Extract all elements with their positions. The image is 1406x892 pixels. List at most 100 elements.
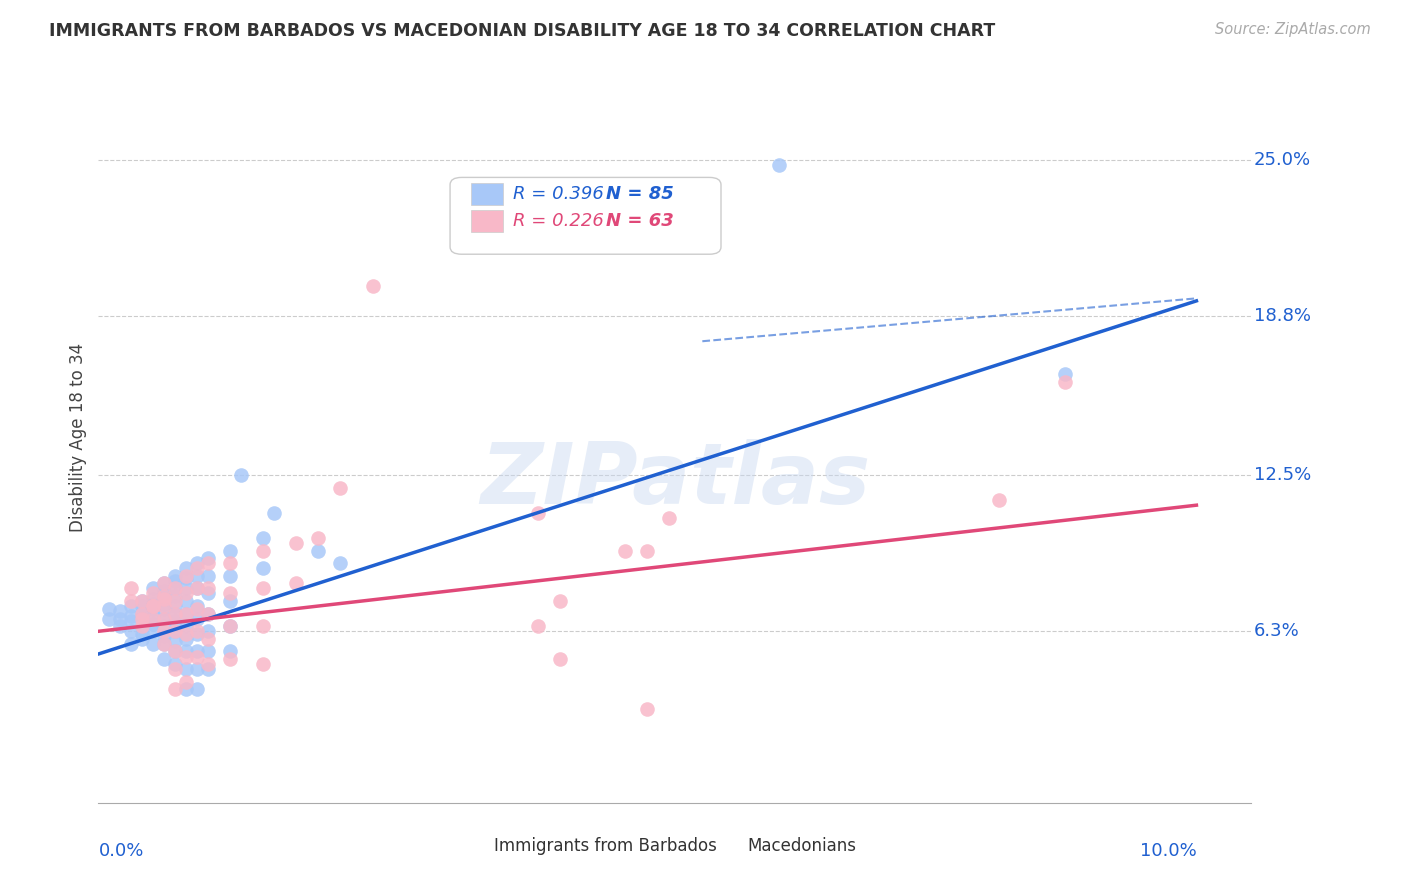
Point [197,644,219,658]
Point [174,644,197,658]
Point [658,510,681,524]
Text: N = 63: N = 63 [606,212,673,230]
Point [153,637,176,651]
Point [142,597,165,611]
Point [131,599,153,613]
Point [120,637,142,651]
Point [197,586,219,600]
Bar [444,838,482,854]
Point [252,531,274,545]
Point [165,589,187,603]
Point [174,594,197,608]
Point [165,582,187,596]
Point [110,612,132,626]
Point [219,644,242,658]
Point [131,619,153,633]
Point [120,624,142,639]
Point [219,543,242,558]
Text: 0.0%: 0.0% [98,842,143,860]
Point [219,556,242,570]
Point [186,649,208,664]
Point [285,536,308,550]
Text: 12.5%: 12.5% [1254,466,1310,484]
Point [153,591,176,606]
Point [231,467,253,482]
Point [153,619,176,633]
Point [165,682,187,697]
Point [174,674,197,689]
Point [186,561,208,575]
Point [186,569,208,583]
Point [131,632,153,646]
Text: Macedonians: Macedonians [748,837,856,855]
Point [131,607,153,621]
Point [153,612,176,626]
Point [186,582,208,596]
Point [252,582,274,596]
Point [987,493,1010,508]
Point [98,601,121,615]
Point [142,599,165,613]
Point [197,607,219,621]
Point [153,589,176,603]
Point [131,594,153,608]
Point [165,634,187,648]
Point [252,619,274,633]
Point [165,624,187,639]
Point [153,576,176,591]
Point [186,627,208,641]
FancyBboxPatch shape [450,178,721,254]
Point [142,616,165,631]
Point [120,609,142,624]
Text: Source: ZipAtlas.com: Source: ZipAtlas.com [1215,22,1371,37]
Point [142,624,165,639]
Point [165,574,187,588]
Point [614,543,637,558]
Point [142,586,165,600]
Bar [471,211,503,232]
Point [186,624,208,639]
Point [165,657,187,671]
Point [153,583,176,598]
Point [174,627,197,641]
Point [131,612,153,626]
Point [153,589,176,603]
Point [142,612,165,626]
Point [252,657,274,671]
Point [219,619,242,633]
Text: IMMIGRANTS FROM BARBADOS VS MACEDONIAN DISABILITY AGE 18 TO 34 CORRELATION CHART: IMMIGRANTS FROM BARBADOS VS MACEDONIAN D… [49,22,995,40]
Point [165,607,187,621]
Text: 6.3%: 6.3% [1254,623,1299,640]
Point [526,506,548,520]
Text: R = 0.396: R = 0.396 [513,186,605,203]
Point [197,582,219,596]
Text: 18.8%: 18.8% [1254,307,1310,325]
Point [165,644,187,658]
Point [120,594,142,608]
Y-axis label: Disability Age 18 to 34: Disability Age 18 to 34 [69,343,87,532]
Point [252,561,274,575]
Point [174,586,197,600]
Point [197,607,219,621]
Point [174,662,197,676]
Point [548,652,571,666]
Point [153,652,176,666]
Point [197,556,219,570]
Point [165,582,187,596]
Point [285,576,308,591]
Point [636,702,658,716]
Point [153,624,176,639]
Point [1053,367,1076,381]
Text: N = 85: N = 85 [606,186,673,203]
Point [174,571,197,585]
Point [361,278,384,293]
Point [165,594,187,608]
Point [768,158,790,172]
Point [526,619,548,633]
Text: 25.0%: 25.0% [1254,151,1310,169]
Point [219,619,242,633]
Point [197,657,219,671]
Point [120,582,142,596]
Point [165,599,187,613]
Point [120,599,142,613]
